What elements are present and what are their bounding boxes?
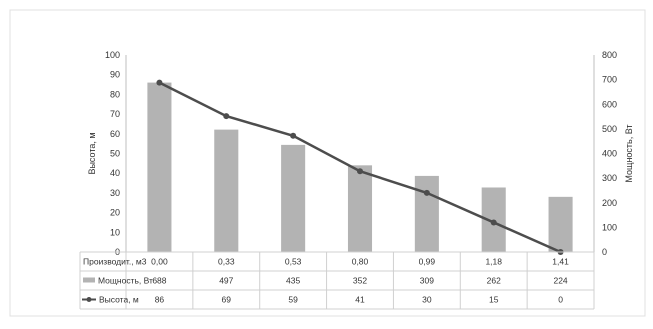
line-value-cell: 86 xyxy=(155,295,165,305)
table-row-header-line: Высота, м xyxy=(99,295,139,305)
line-point xyxy=(490,219,497,226)
y-left-axis-title: Высота, м xyxy=(87,132,97,174)
y-left-tick-label: 70 xyxy=(110,109,120,119)
bar-value-cell: 435 xyxy=(286,276,300,286)
y-right-tick-label: 500 xyxy=(602,124,617,134)
line-value-cell: 30 xyxy=(422,295,432,305)
y-left-tick-label: 30 xyxy=(110,188,120,198)
bar-value-cell: 224 xyxy=(553,276,567,286)
y-right-tick-label: 300 xyxy=(602,173,617,183)
x-category-label: 1,41 xyxy=(552,257,569,267)
y-left-tick-label: 90 xyxy=(110,70,120,80)
table-row-header-bar: Мощность, Вт xyxy=(98,276,153,286)
bar xyxy=(281,144,306,252)
y-right-tick-label: 400 xyxy=(602,149,617,159)
bar-value-cell: 262 xyxy=(487,276,501,286)
bar-value-cell: 352 xyxy=(353,276,367,286)
legend-key-marker xyxy=(86,297,92,302)
x-category-label: 1,18 xyxy=(485,257,502,267)
line-value-cell: 59 xyxy=(288,295,298,305)
bar xyxy=(147,82,172,252)
y-left-tick-label: 60 xyxy=(110,129,120,139)
chart-frame xyxy=(9,9,646,317)
y-left-tick-label: 80 xyxy=(110,89,120,99)
y-left-tick-label: 50 xyxy=(110,149,120,159)
y-left-tick-label: 40 xyxy=(110,168,120,178)
legend-key-bar xyxy=(83,277,95,283)
line-value-cell: 69 xyxy=(222,295,232,305)
x-category-label: 0,33 xyxy=(218,257,235,267)
line-point xyxy=(290,132,297,139)
bar-value-cell: 688 xyxy=(152,276,166,286)
y-right-tick-label: 800 xyxy=(602,50,617,60)
bar xyxy=(548,196,573,252)
line-value-cell: 0 xyxy=(558,295,563,305)
bar-value-cell: 497 xyxy=(219,276,233,286)
y-right-tick-label: 600 xyxy=(602,99,617,109)
line-value-cell: 41 xyxy=(355,295,365,305)
line-point xyxy=(423,189,430,196)
bar xyxy=(414,175,439,252)
x-category-label: 0,80 xyxy=(352,257,369,267)
y-right-tick-label: 0 xyxy=(602,247,607,257)
y-left-tick-label: 10 xyxy=(110,227,120,237)
y-right-tick-label: 200 xyxy=(602,198,617,208)
y-right-tick-label: 700 xyxy=(602,75,617,85)
y-left-tick-label: 20 xyxy=(110,208,120,218)
x-category-label: 0,00 xyxy=(151,257,168,267)
x-category-label: 0,53 xyxy=(285,257,302,267)
x-category-label: 0,99 xyxy=(419,257,436,267)
line-point xyxy=(223,113,230,120)
line-value-cell: 15 xyxy=(489,295,499,305)
line-point xyxy=(156,79,163,86)
table-row-header-x: Производит., м3 xyxy=(83,257,147,267)
y-left-tick-label: 100 xyxy=(105,50,120,60)
bar xyxy=(347,165,373,252)
line-point xyxy=(357,168,363,175)
y-right-tick-label: 100 xyxy=(602,222,617,232)
y-right-axis-title: Мощность, Вт xyxy=(624,124,634,182)
bar-value-cell: 309 xyxy=(420,276,434,286)
bar xyxy=(214,129,239,252)
